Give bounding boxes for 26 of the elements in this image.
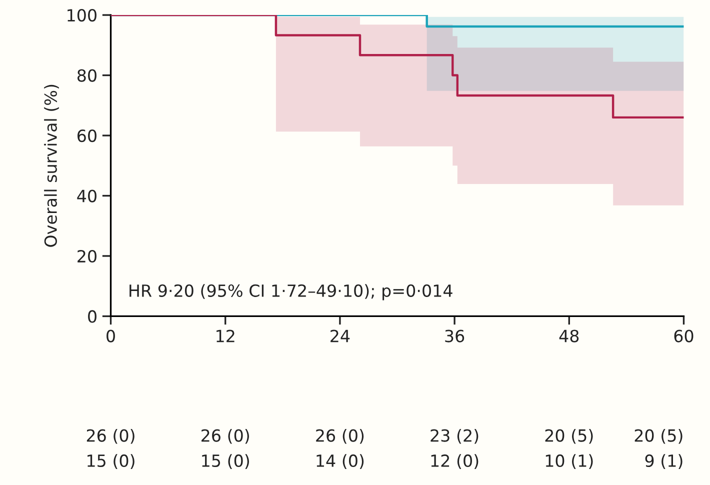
annotation: HR 9·20 (95% CI 1·72–49·10); p=0·014 bbox=[130, 284, 452, 300]
text: 23 (2) bbox=[430, 428, 478, 444]
text: 26 (0) bbox=[86, 428, 134, 444]
text: 15 (0) bbox=[88, 454, 134, 469]
text: 26 (0) bbox=[316, 428, 364, 444]
y-tick-label: 20 bbox=[78, 250, 96, 263]
y-tick-label: 60 bbox=[78, 129, 96, 142]
y-tick-label: 0 bbox=[88, 310, 96, 323]
x-tick-label: 36 bbox=[445, 330, 464, 342]
x-tick-label: 12 bbox=[216, 330, 234, 342]
text: 14 (0) bbox=[316, 454, 364, 469]
text: 15 (0) bbox=[202, 454, 249, 469]
y-tick-label: 40 bbox=[77, 190, 96, 202]
y-axis-title: Overall survival (%) bbox=[44, 84, 59, 247]
text: 10 (1) bbox=[546, 454, 593, 469]
y-tick-label: 80 bbox=[77, 69, 96, 82]
text: 9 (1) bbox=[645, 454, 682, 469]
text: 26 (0) bbox=[202, 428, 249, 444]
y-tick-label: 100 bbox=[68, 8, 96, 22]
x-tick-label: 48 bbox=[559, 330, 579, 342]
text: 20 (5) bbox=[634, 428, 682, 444]
x-tick-label: 0 bbox=[106, 330, 115, 342]
text: 20 (5) bbox=[545, 428, 593, 444]
text: 12 (0) bbox=[431, 454, 478, 469]
x-tick-label: 24 bbox=[330, 330, 350, 342]
x-tick-label: 60 bbox=[674, 330, 694, 342]
